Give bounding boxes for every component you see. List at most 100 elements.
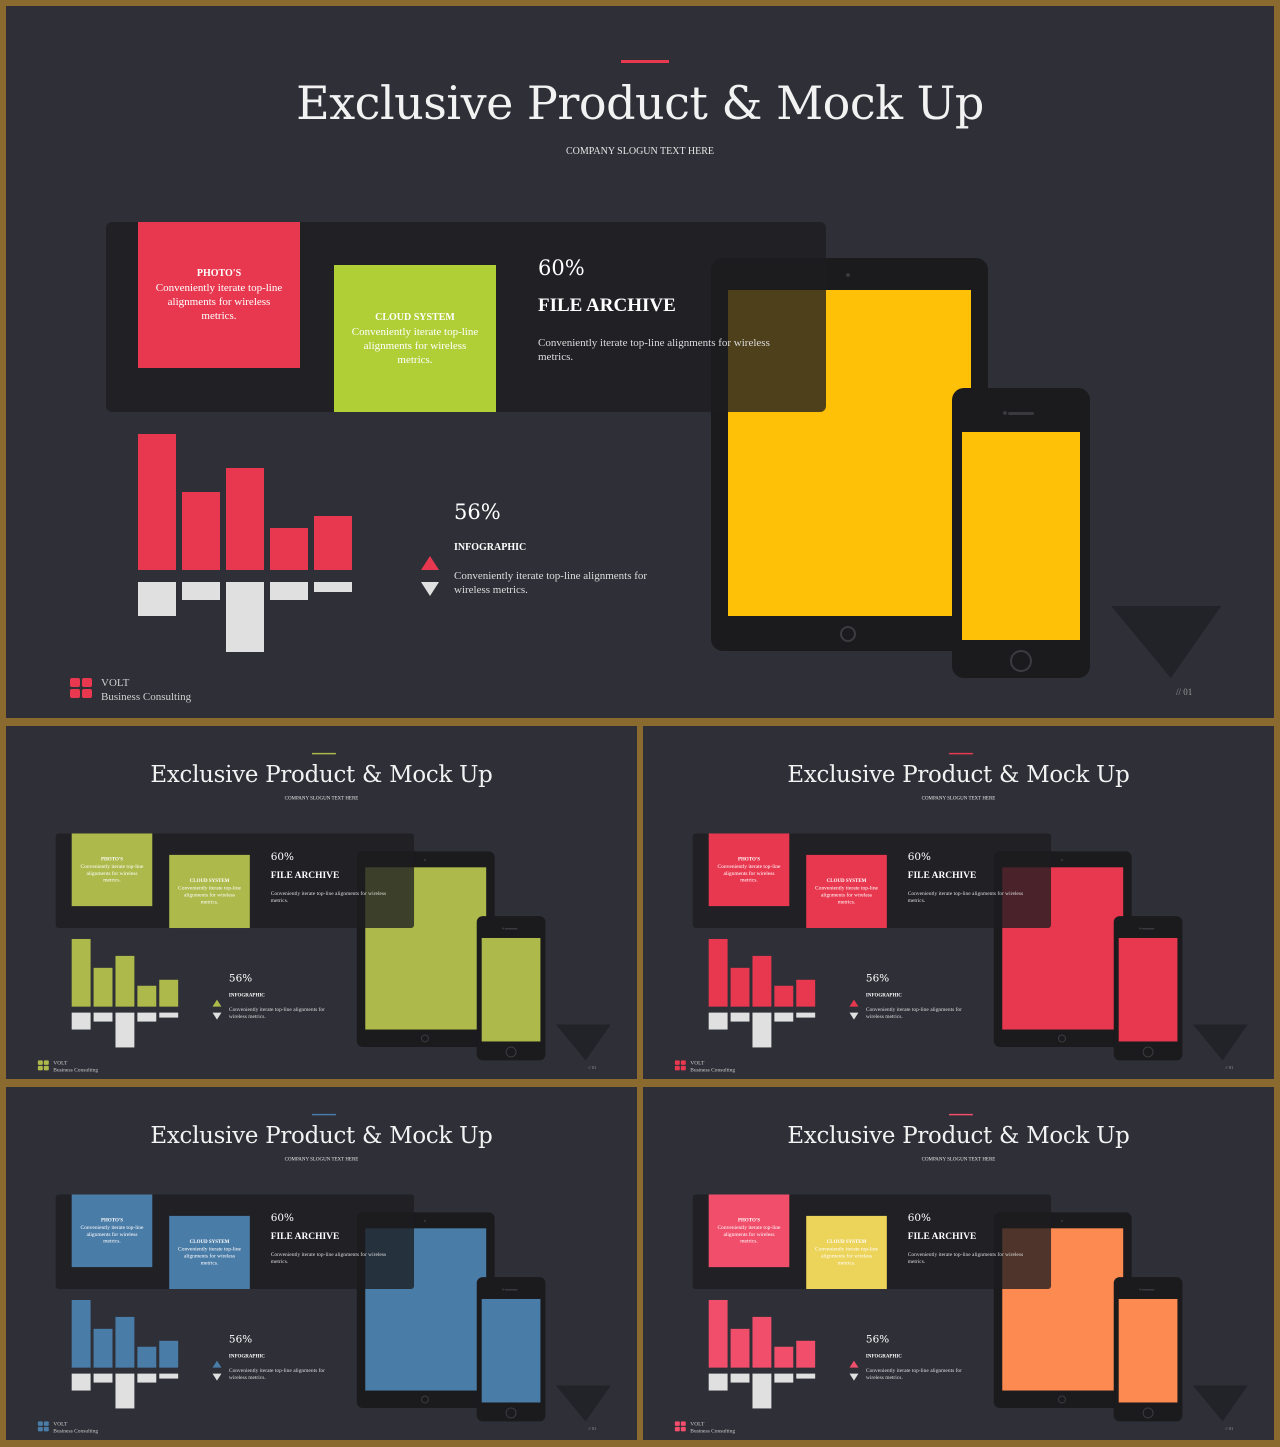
slide-content: Exclusive Product & Mock Up COMPANY SLOG… [643, 726, 1274, 1079]
camera-icon [423, 1219, 426, 1222]
brand-subtitle: Business Consulting [690, 1427, 736, 1434]
volt-logo-icon [37, 1060, 49, 1071]
infographic-title: INFOGRAPHIC [228, 1353, 265, 1360]
cloud-system-text: Conveniently iterate top-line alignments… [178, 884, 241, 905]
cloud-system-title: CLOUD SYSTEM [189, 878, 230, 884]
volt-logo-icon [37, 1421, 49, 1432]
company-slogan: COMPANY SLOGUN TEXT HERE [921, 795, 996, 802]
home-button-icon [420, 1034, 429, 1043]
page-number: // 01 [1225, 1425, 1234, 1431]
slide-content: Exclusive Product & Mock Up COMPANY SLOG… [643, 1087, 1274, 1440]
cloud-system-box: CLOUD SYSTEM Conveniently iterate top-li… [806, 854, 887, 929]
slide-content: Exclusive Product & Mock Up COMPANY SLOG… [6, 726, 637, 1079]
slide-variant-red: Exclusive Product & Mock Up COMPANY SLOG… [643, 726, 1274, 1079]
archive-percent: 60% [270, 850, 294, 863]
company-slogan: COMPANY SLOGUN TEXT HERE [284, 795, 359, 802]
bar-down [71, 1373, 91, 1391]
home-button-icon [1142, 1407, 1154, 1419]
archive-text: Conveniently iterate top-line alignments… [907, 1251, 1024, 1265]
photos-title: PHOTO'S [100, 1217, 124, 1223]
speaker-icon [1141, 928, 1155, 930]
bar-down [138, 582, 176, 616]
triangle-up-icon [849, 1360, 859, 1368]
bar-down [774, 1012, 794, 1022]
bar-up [774, 985, 794, 1007]
phone-screen [962, 432, 1080, 640]
brand-subtitle: Business Consulting [53, 1066, 99, 1073]
bar-down [708, 1373, 728, 1391]
infographic-percent: 56% [454, 500, 501, 524]
infographic-percent: 56% [865, 1332, 890, 1345]
bar-up [159, 979, 179, 1007]
speaker-icon [504, 928, 518, 930]
camera-icon [423, 858, 426, 861]
slide-variant-blue: Exclusive Product & Mock Up COMPANY SLOG… [6, 1087, 637, 1440]
phone-mockup [476, 1277, 546, 1422]
brand-subtitle: Business Consulting [690, 1066, 736, 1073]
bar-up [796, 979, 816, 1007]
photos-text: Conveniently iterate top-line alignments… [80, 1224, 144, 1245]
bar-down [115, 1373, 135, 1409]
bar-down [137, 1012, 157, 1022]
brand-name: VOLT [53, 1420, 68, 1427]
phone-mockup [952, 388, 1090, 678]
bar-up [137, 1346, 157, 1368]
brand-label: VOLT Business Consulting [53, 1059, 98, 1073]
bar-down [115, 1012, 135, 1048]
cloud-system-title: CLOUD SYSTEM [826, 878, 867, 884]
triangle-down-icon [849, 1373, 859, 1381]
archive-percent: 60% [538, 256, 585, 280]
bar-down [752, 1373, 772, 1409]
speaker-icon [1008, 412, 1034, 415]
home-button-icon [420, 1395, 429, 1404]
home-button-icon [1057, 1395, 1066, 1404]
bar-up [137, 985, 157, 1007]
volt-logo-icon [674, 1421, 686, 1432]
slide-variant-green: Exclusive Product & Mock Up COMPANY SLOG… [6, 726, 637, 1079]
camera-icon [1060, 858, 1063, 861]
brand-label: VOLT Business Consulting [690, 1420, 735, 1434]
feature-panel: PHOTO'S Conveniently iterate top-line al… [55, 833, 415, 929]
bar-down [93, 1012, 113, 1022]
photos-text: Conveniently iterate top-line alignments… [80, 863, 144, 884]
photos-box: PHOTO'S Conveniently iterate top-line al… [71, 833, 153, 907]
infographic-title: INFOGRAPHIC [228, 992, 265, 999]
archive-text: Conveniently iterate top-line alignments… [270, 1251, 387, 1265]
bar-up [182, 492, 220, 570]
bar-down [708, 1012, 728, 1030]
infographic-percent: 56% [228, 971, 253, 984]
speaker-icon [1141, 1289, 1155, 1291]
title-accent-line [312, 752, 336, 755]
bar-up [115, 1316, 135, 1368]
feature-panel: PHOTO'S Conveniently iterate top-line al… [692, 1194, 1052, 1290]
volt-logo-icon [70, 678, 92, 698]
triangle-down-icon [849, 1012, 859, 1020]
archive-title: FILE ARCHIVE [270, 1230, 340, 1242]
bar-down [730, 1012, 750, 1022]
bar-up [71, 938, 91, 1007]
home-button-icon [1010, 650, 1032, 672]
bar-down [796, 1012, 816, 1018]
bar-up [93, 1328, 113, 1368]
home-button-icon [505, 1407, 517, 1419]
title-accent-line [949, 752, 973, 755]
bar-up [138, 434, 176, 570]
phone-mockup [1113, 916, 1183, 1061]
photos-box: PHOTO'S Conveniently iterate top-line al… [138, 222, 300, 368]
cloud-system-box: CLOUD SYSTEM Conveniently iterate top-li… [169, 1215, 250, 1290]
brand-label: VOLT Business Consulting [53, 1420, 98, 1434]
bar-up [93, 967, 113, 1007]
photos-title: PHOTO'S [196, 268, 242, 279]
phone-screen [481, 1298, 541, 1403]
bar-up [226, 468, 264, 570]
bar-up [270, 528, 308, 570]
photos-box: PHOTO'S Conveniently iterate top-line al… [71, 1194, 153, 1268]
cloud-system-text: Conveniently iterate top-line alignments… [351, 325, 479, 366]
bar-down [182, 582, 220, 600]
bar-up [159, 1340, 179, 1368]
archive-text: Conveniently iterate top-line alignments… [270, 890, 387, 904]
company-slogan: COMPANY SLOGUN TEXT HERE [565, 146, 715, 157]
brand-subtitle: Business Consulting [101, 691, 192, 703]
brand-name: VOLT [690, 1420, 705, 1427]
archive-text: Conveniently iterate top-line alignments… [907, 890, 1024, 904]
